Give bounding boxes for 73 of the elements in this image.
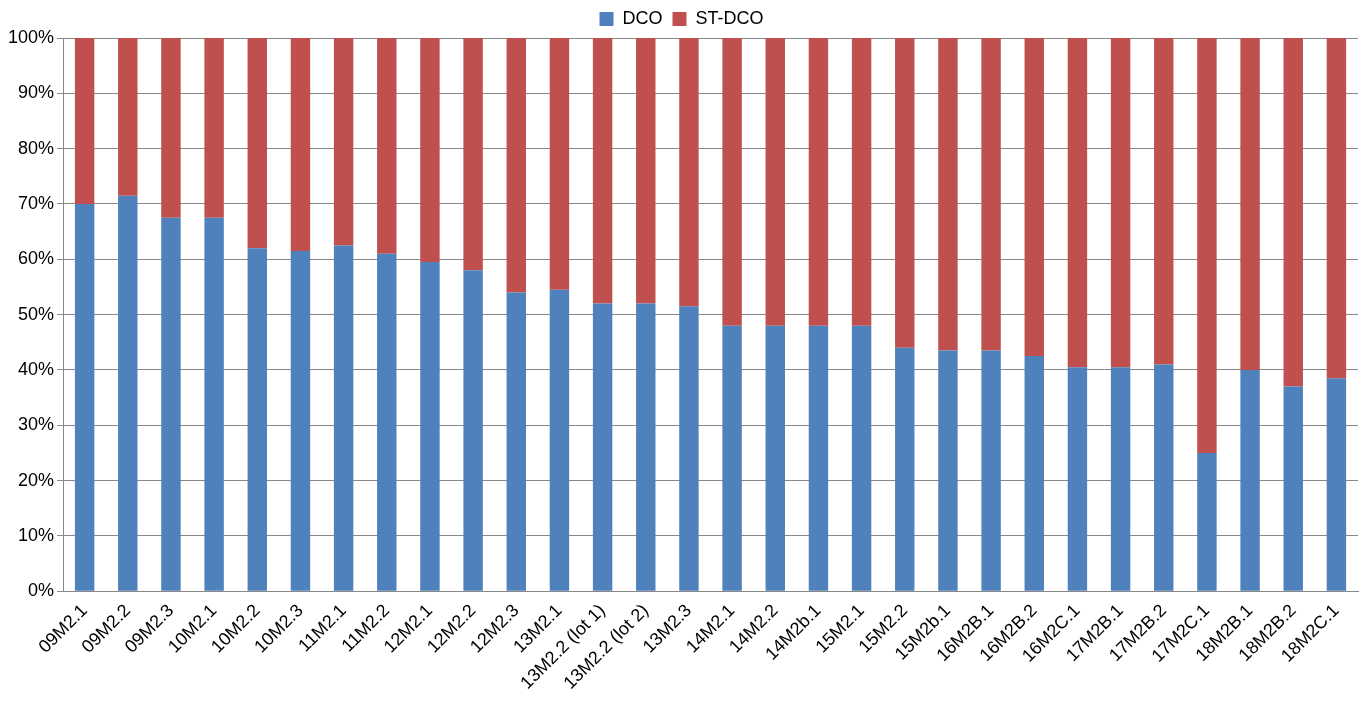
bar bbox=[549, 289, 570, 591]
y-tick-label: 20% bbox=[18, 469, 55, 490]
bar bbox=[851, 325, 872, 591]
bar bbox=[981, 38, 1001, 351]
bar bbox=[506, 292, 526, 591]
bar bbox=[765, 325, 785, 591]
bar bbox=[636, 303, 656, 591]
bar bbox=[679, 306, 699, 591]
bar bbox=[1326, 378, 1347, 591]
bar bbox=[549, 38, 570, 290]
bar bbox=[981, 350, 1001, 591]
y-tick-label: 60% bbox=[18, 248, 55, 269]
y-tick-label: 50% bbox=[18, 303, 55, 324]
bar bbox=[636, 38, 656, 304]
bar bbox=[377, 38, 397, 254]
bar bbox=[1110, 367, 1131, 591]
bar bbox=[506, 38, 526, 293]
bar bbox=[247, 38, 267, 249]
bar bbox=[1067, 367, 1088, 591]
bar bbox=[290, 250, 311, 591]
bar bbox=[1024, 38, 1044, 357]
bar bbox=[463, 38, 483, 271]
bar bbox=[938, 38, 958, 351]
bar bbox=[679, 38, 699, 307]
bar bbox=[592, 303, 613, 591]
bar bbox=[204, 38, 224, 218]
bar bbox=[420, 38, 440, 263]
bar bbox=[722, 38, 742, 326]
bar bbox=[1326, 38, 1347, 379]
y-tick-label: 80% bbox=[18, 137, 55, 158]
bar bbox=[420, 262, 440, 591]
bar bbox=[118, 38, 138, 196]
y-tick-label: 10% bbox=[18, 524, 55, 545]
bar bbox=[377, 253, 397, 591]
bar bbox=[895, 38, 915, 348]
bar bbox=[895, 347, 915, 591]
bar bbox=[938, 350, 958, 591]
bar bbox=[765, 38, 785, 326]
bar bbox=[333, 245, 354, 591]
bar bbox=[204, 217, 224, 591]
bar bbox=[161, 217, 181, 591]
y-tick-label: 30% bbox=[18, 414, 55, 435]
bar bbox=[808, 38, 829, 326]
bar bbox=[333, 38, 354, 246]
bar bbox=[161, 38, 181, 218]
bar bbox=[247, 248, 267, 591]
bar bbox=[1110, 38, 1131, 368]
bar bbox=[74, 38, 95, 204]
bar bbox=[1283, 38, 1303, 387]
legend-label: ST-DCO bbox=[695, 7, 764, 28]
bar bbox=[722, 325, 742, 591]
bar bbox=[74, 203, 95, 591]
bar bbox=[1067, 38, 1088, 368]
y-tick-label: 90% bbox=[18, 82, 55, 103]
bar bbox=[851, 38, 872, 326]
bar bbox=[1197, 452, 1217, 591]
y-tick-label: 0% bbox=[28, 580, 55, 601]
bar bbox=[1240, 369, 1260, 591]
bar bbox=[1154, 364, 1174, 591]
bar bbox=[1024, 356, 1044, 591]
bar bbox=[808, 325, 829, 591]
bar bbox=[290, 38, 311, 251]
bar bbox=[118, 195, 138, 591]
bar bbox=[1197, 38, 1217, 453]
bar bbox=[1154, 38, 1174, 365]
bar bbox=[463, 270, 483, 591]
bar bbox=[592, 38, 613, 304]
y-tick-label: 40% bbox=[18, 358, 55, 379]
y-tick-label: 70% bbox=[18, 192, 55, 213]
legend-label: DCO bbox=[622, 7, 663, 28]
y-tick-label: 100% bbox=[7, 26, 55, 47]
bar bbox=[1283, 386, 1303, 591]
bar bbox=[1240, 38, 1260, 370]
